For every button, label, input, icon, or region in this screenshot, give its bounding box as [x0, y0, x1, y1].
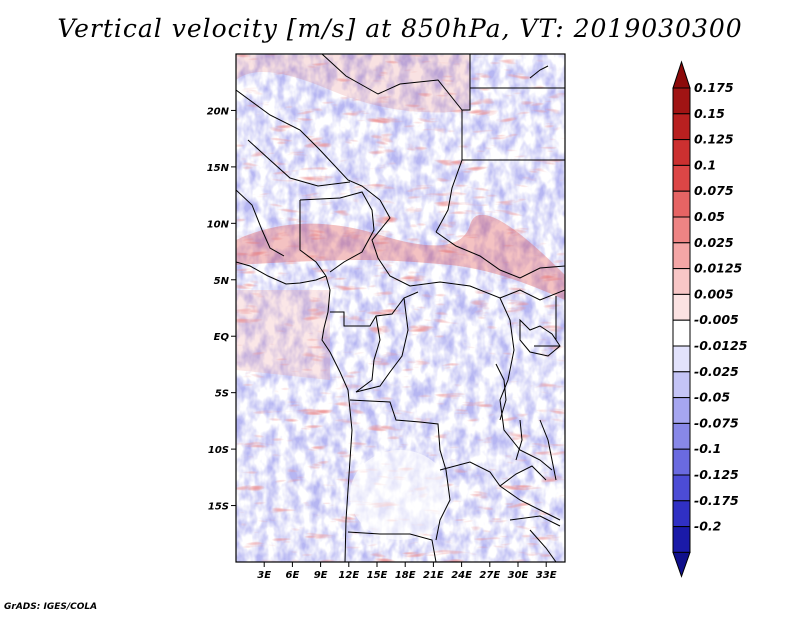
- colorbar-segment: [672, 216, 691, 244]
- colorbar-label: -0.1: [694, 441, 721, 456]
- lon-tick-label: 6E: [286, 570, 300, 581]
- lon-tick-label: 30E: [508, 570, 529, 581]
- map-frame: [235, 53, 566, 563]
- colorbar-label: 0.025: [694, 235, 734, 250]
- colorbar-label: 0.005: [694, 286, 734, 301]
- colorbar-label: -0.005: [694, 312, 739, 327]
- lon-tick-label: 21E: [423, 570, 444, 581]
- colorbar-label: -0.025: [694, 364, 739, 379]
- lon-tick-label: 27E: [479, 570, 500, 581]
- lon-tick-label: 12E: [338, 570, 359, 581]
- lat-tick-label: 15S: [208, 502, 229, 513]
- colorbar-segment: [672, 448, 691, 476]
- colorbar-segment: [672, 422, 691, 450]
- colorbar-segment: [672, 397, 691, 424]
- colorbar-segment: [672, 190, 691, 218]
- lat-tick-label: 10N: [207, 219, 230, 230]
- lon-tick-label: 18E: [395, 570, 416, 581]
- colorbar: 0.175 0.15 0.125 0.1 0.075 0.05 0.025 0.0125 0.0…: [672, 60, 748, 578]
- colorbar-segment: [672, 139, 691, 166]
- country-borders: [236, 54, 565, 562]
- colorbar-label: -0.075: [694, 415, 739, 430]
- lat-tick-label: 10S: [208, 445, 229, 456]
- colorbar-segment: [672, 242, 691, 270]
- colorbar-segment: [672, 113, 691, 141]
- colorbar-segment: [672, 87, 691, 115]
- lon-tick-label: 3E: [257, 570, 271, 581]
- colorbar-label: -0.0125: [694, 338, 748, 353]
- colorbar-label: 0.125: [694, 132, 734, 147]
- colorbar-top-cap: [672, 60, 691, 89]
- colorbar-label: -0.125: [694, 467, 739, 482]
- colorbar-label: -0.2: [694, 519, 721, 534]
- colorbar-bottom-cap: [672, 551, 691, 578]
- colorbar-segment: [672, 164, 691, 192]
- colorbar-label: 0.075: [694, 183, 734, 198]
- colorbar-segment: [672, 474, 691, 502]
- colorbar-segment: [672, 293, 691, 321]
- lat-tick-label: EQ: [214, 332, 230, 343]
- lat-tick-label: 5N: [214, 276, 230, 287]
- colorbar-segment: [672, 319, 691, 347]
- lon-tick-label: 24E: [451, 570, 472, 581]
- colorbar-label: 0.175: [694, 80, 734, 95]
- colorbar-label: 0.15: [694, 106, 725, 121]
- colorbar-segment: [672, 526, 691, 553]
- chart-title: Vertical velocity [m/s] at 850hPa, VT: 2…: [57, 14, 743, 43]
- lat-tick-label: 5S: [215, 389, 229, 400]
- lat-tick-label: 20N: [207, 106, 230, 117]
- colorbar-label: -0.175: [694, 493, 739, 508]
- lon-tick-label: 15E: [367, 570, 388, 581]
- colorbar-segment: [672, 500, 691, 528]
- colorbar-segment: [672, 345, 691, 373]
- colorbar-label: 0.05: [694, 209, 725, 224]
- colorbar-segment: [672, 371, 691, 399]
- colorbar-label: 0.1: [694, 157, 716, 172]
- vertical-velocity-field: [236, 54, 565, 562]
- footer-credit: GrADS: IGES/COLA: [4, 602, 98, 612]
- colorbar-label: 0.0125: [694, 261, 743, 276]
- lon-tick-label: 33E: [536, 570, 557, 581]
- colorbar-segment: [672, 268, 691, 295]
- lat-tick-label: 15N: [207, 163, 230, 174]
- lon-tick-label: 9E: [314, 570, 328, 581]
- colorbar-label: -0.05: [694, 390, 730, 405]
